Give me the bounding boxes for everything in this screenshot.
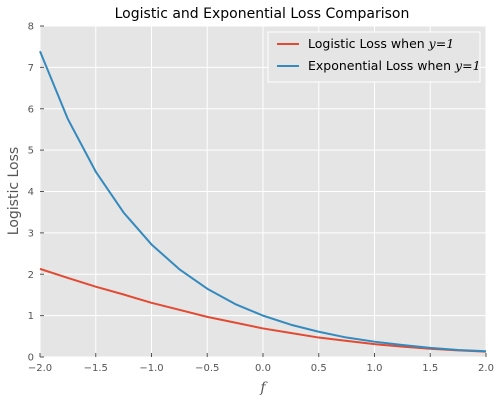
y-tick-label: 4 xyxy=(28,187,34,198)
y-tick-label: 6 xyxy=(28,104,34,115)
x-axis-label: f xyxy=(259,380,268,396)
x-axis-ticks: −2.0 −1.5 −1.0 −0.5 0.0 0.5 1.0 1.5 2.0 xyxy=(28,353,494,374)
x-tick-label: −1.0 xyxy=(139,363,163,374)
legend-box xyxy=(267,31,481,83)
y-tick-label: 3 xyxy=(28,228,34,239)
x-tick-label: 0.5 xyxy=(311,363,327,374)
chart-title: Logistic and Exponential Loss Comparison xyxy=(115,6,410,22)
y-tick-label: 0 xyxy=(28,353,34,364)
y-tick-label: 2 xyxy=(28,270,34,281)
legend-label-exponential: Exponential Loss when y=1 xyxy=(308,58,481,73)
x-tick-label: 2.0 xyxy=(478,363,494,374)
x-tick-label: 1.5 xyxy=(422,363,438,374)
series-lines xyxy=(39,50,487,353)
exponential-loss-line xyxy=(39,50,487,353)
y-tick-label: 5 xyxy=(28,146,34,157)
x-tick-label: 0.0 xyxy=(255,363,271,374)
x-tick-label: −1.5 xyxy=(84,363,108,374)
x-tick-label: −0.5 xyxy=(195,363,219,374)
y-tick-label: 1 xyxy=(28,311,34,322)
y-axis-ticks: 0 1 2 3 4 5 6 7 8 xyxy=(28,22,44,364)
y-tick-label: 7 xyxy=(28,63,34,74)
legend-label-logistic: Logistic Loss when y=1 xyxy=(308,36,454,51)
x-tick-label: 1.0 xyxy=(367,363,383,374)
legend: Logistic Loss when y=1 Exponential Loss … xyxy=(267,31,481,83)
x-tick-label: −2.0 xyxy=(28,363,52,374)
y-tick-label: 8 xyxy=(28,22,34,33)
logistic-loss-line xyxy=(39,267,487,353)
y-axis-label: Logistic Loss xyxy=(6,147,22,235)
